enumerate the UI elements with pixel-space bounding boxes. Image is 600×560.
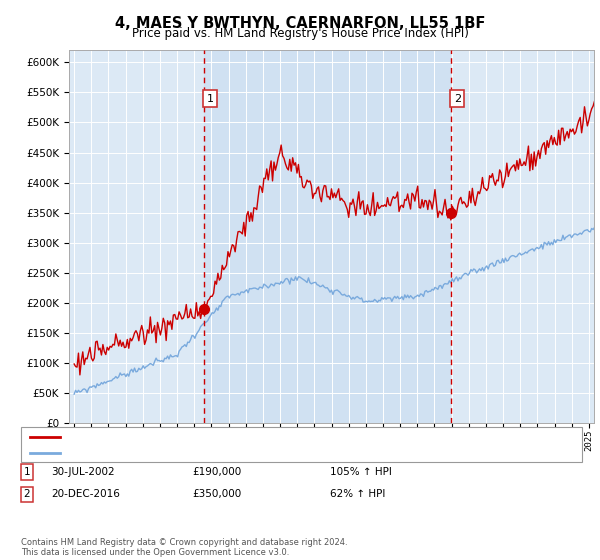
Text: £190,000: £190,000 — [192, 467, 241, 477]
Text: Price paid vs. HM Land Registry's House Price Index (HPI): Price paid vs. HM Land Registry's House … — [131, 27, 469, 40]
Text: HPI: Average price, detached house, Gwynedd: HPI: Average price, detached house, Gwyn… — [66, 447, 308, 458]
Text: 2: 2 — [454, 94, 461, 104]
Text: 1: 1 — [23, 467, 31, 477]
Text: 30-JUL-2002: 30-JUL-2002 — [51, 467, 115, 477]
Text: £350,000: £350,000 — [192, 489, 241, 500]
Text: 1: 1 — [206, 94, 214, 104]
Text: 2: 2 — [23, 489, 31, 500]
Text: 4, MAES Y BWTHYN, CAERNARFON, LL55 1BF (detached house): 4, MAES Y BWTHYN, CAERNARFON, LL55 1BF (… — [66, 432, 394, 442]
Bar — [204, 50, 451, 423]
Text: Contains HM Land Registry data © Crown copyright and database right 2024.
This d: Contains HM Land Registry data © Crown c… — [21, 538, 347, 557]
Text: 4, MAES Y BWTHYN, CAERNARFON, LL55 1BF: 4, MAES Y BWTHYN, CAERNARFON, LL55 1BF — [115, 16, 485, 31]
Text: 20-DEC-2016: 20-DEC-2016 — [51, 489, 120, 500]
Text: 105% ↑ HPI: 105% ↑ HPI — [330, 467, 392, 477]
Text: 62% ↑ HPI: 62% ↑ HPI — [330, 489, 385, 500]
